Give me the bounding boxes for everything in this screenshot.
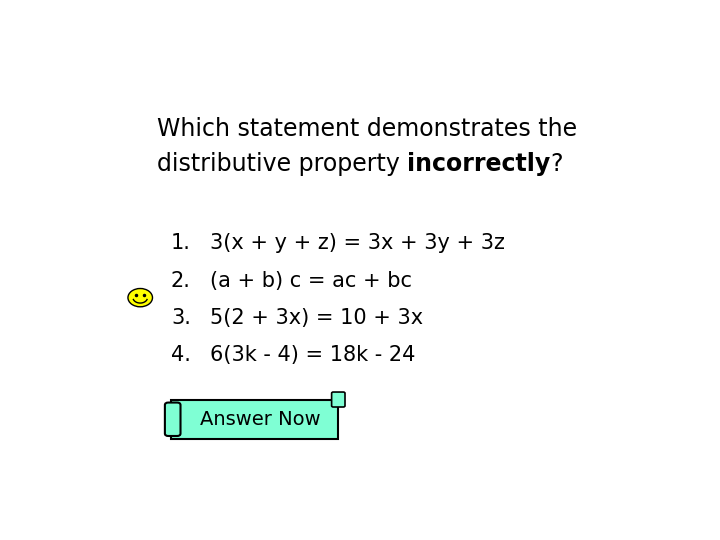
Text: Answer Now: Answer Now <box>200 410 320 429</box>
Text: 3(x + y + z) = 3x + 3y + 3z: 3(x + y + z) = 3x + 3y + 3z <box>210 233 505 253</box>
Text: Which statement demonstrates the: Which statement demonstrates the <box>157 117 577 141</box>
FancyBboxPatch shape <box>332 392 345 407</box>
Text: 5(2 + 3x) = 10 + 3x: 5(2 + 3x) = 10 + 3x <box>210 308 423 328</box>
Text: 6(3k - 4) = 18k - 24: 6(3k - 4) = 18k - 24 <box>210 346 415 366</box>
Text: ?: ? <box>551 152 563 176</box>
Text: (a + b) c = ac + bc: (a + b) c = ac + bc <box>210 271 412 291</box>
Circle shape <box>128 288 153 307</box>
Text: 2.: 2. <box>171 271 191 291</box>
Text: distributive property: distributive property <box>157 152 408 176</box>
Text: incorrectly: incorrectly <box>408 152 551 176</box>
Text: 3.: 3. <box>171 308 191 328</box>
FancyBboxPatch shape <box>165 402 181 436</box>
FancyBboxPatch shape <box>171 400 338 439</box>
Text: 1.: 1. <box>171 233 191 253</box>
Text: 4.: 4. <box>171 346 191 366</box>
